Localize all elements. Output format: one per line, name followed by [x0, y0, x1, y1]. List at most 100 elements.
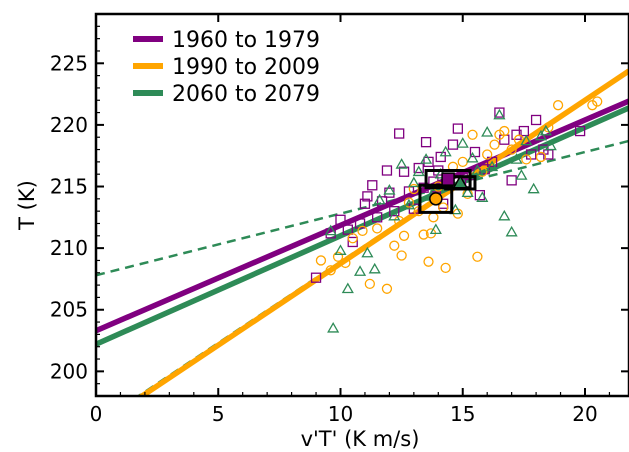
- series-2-point: [543, 122, 554, 133]
- series-1-point: [423, 156, 434, 168]
- series-3-point: [439, 145, 452, 157]
- x-tick-label: 15: [450, 402, 475, 426]
- series-1-point: [394, 128, 405, 139]
- series-2-point: [357, 225, 368, 237]
- series-2-point: [403, 197, 415, 208]
- series-2-point: [347, 233, 358, 244]
- series-3-point: [456, 137, 469, 148]
- series-1-point: [354, 218, 366, 229]
- x-tick-label: 5: [212, 402, 225, 426]
- x-tick-label: 20: [572, 402, 597, 426]
- series-1-point: [335, 214, 346, 225]
- series-1-point: [494, 107, 505, 118]
- series-3-point: [471, 164, 484, 175]
- series-1-point: [347, 236, 358, 248]
- series-2-point: [394, 215, 405, 227]
- fit-line-2: [137, 68, 629, 396]
- series-1-point: [389, 206, 400, 217]
- y-axis-label: T (K): [15, 180, 39, 231]
- series-1-point: [511, 129, 522, 140]
- series-2-point: [438, 202, 449, 213]
- series-2-point: [489, 139, 500, 150]
- series-2-point: [315, 255, 327, 266]
- series-2-mean-marker: [429, 192, 443, 206]
- series-3-point: [493, 108, 506, 120]
- series-2-point: [440, 262, 451, 273]
- x-tick-label: 0: [90, 402, 103, 426]
- series-1-point: [342, 224, 353, 235]
- series-2-point: [499, 125, 510, 137]
- x-axis-label: v'T' (K m/s): [301, 427, 420, 451]
- series-3-point: [544, 139, 557, 151]
- series-2-point: [398, 230, 410, 241]
- series-3-point: [324, 224, 337, 236]
- series-1-point: [381, 165, 393, 176]
- plot-frame: [94, 12, 629, 398]
- series-2-point: [364, 278, 375, 290]
- legend-label-1: 1960 to 1979: [172, 28, 320, 53]
- series-2-error-box: [418, 183, 454, 214]
- series-2-point: [521, 154, 532, 165]
- series-1-point: [359, 198, 371, 209]
- series-3-point: [353, 265, 367, 276]
- series-1-point: [486, 156, 498, 168]
- series-3-point: [527, 182, 540, 194]
- series-2-point: [506, 144, 517, 155]
- series-1-point: [452, 123, 464, 134]
- series-1-point: [310, 272, 322, 283]
- series-3-point: [515, 169, 528, 180]
- legend-label-3: 2060 to 2079: [172, 82, 320, 107]
- series-3-point: [481, 126, 494, 137]
- series-3-point: [373, 193, 386, 205]
- series-2-point: [467, 129, 478, 140]
- series-1-point: [447, 139, 459, 150]
- series-3-point: [407, 176, 420, 188]
- series-1-point: [518, 125, 530, 137]
- series-2-point: [472, 251, 483, 262]
- series-1-point: [398, 166, 410, 177]
- series-3-mean-marker: [452, 174, 469, 189]
- series-3-point: [510, 153, 523, 164]
- series-2-point: [552, 100, 564, 111]
- series-2-point: [389, 240, 400, 251]
- series-3-point: [461, 186, 474, 198]
- series-2-point: [482, 149, 493, 160]
- series-2-point: [428, 212, 439, 223]
- series-3-point: [341, 282, 354, 294]
- series-1-point: [499, 134, 510, 145]
- legend-label-2: 1990 to 2009: [172, 55, 320, 80]
- y-tick-label: 220: [50, 113, 88, 137]
- series-2-point: [477, 166, 488, 177]
- series-3-point: [395, 158, 408, 169]
- series-3-point: [466, 151, 479, 163]
- series-2-point: [423, 256, 434, 267]
- y-tick-label: 210: [50, 236, 88, 260]
- y-tick-label: 200: [50, 359, 88, 383]
- series-2-point: [332, 251, 344, 262]
- series-3-point: [476, 191, 489, 202]
- series-3-point: [334, 244, 347, 255]
- series-3-point: [419, 153, 433, 164]
- y-tick-label: 225: [50, 51, 88, 75]
- series-1-point: [435, 151, 446, 163]
- y-tick-label: 215: [50, 175, 88, 199]
- series-3-point: [429, 223, 442, 235]
- series-1-point: [413, 162, 424, 174]
- series-3-point: [361, 246, 374, 258]
- series-3-point: [412, 165, 425, 177]
- series-3-point: [368, 262, 381, 274]
- series-1-point: [506, 175, 517, 186]
- series-3-point: [327, 321, 340, 333]
- x-tick-label: 10: [328, 402, 353, 426]
- series-1-point: [367, 180, 378, 191]
- series-3-point: [486, 160, 499, 172]
- series-2-point: [408, 183, 419, 195]
- axes: 0 5 10 15 20 200 205 210 215 220 225: [50, 12, 629, 426]
- series-1-point: [372, 212, 383, 223]
- series-2-point: [396, 250, 407, 261]
- series-2-point: [372, 223, 383, 234]
- series-3-point: [520, 134, 533, 146]
- series-2-point: [535, 151, 547, 163]
- series-2-point: [340, 257, 351, 269]
